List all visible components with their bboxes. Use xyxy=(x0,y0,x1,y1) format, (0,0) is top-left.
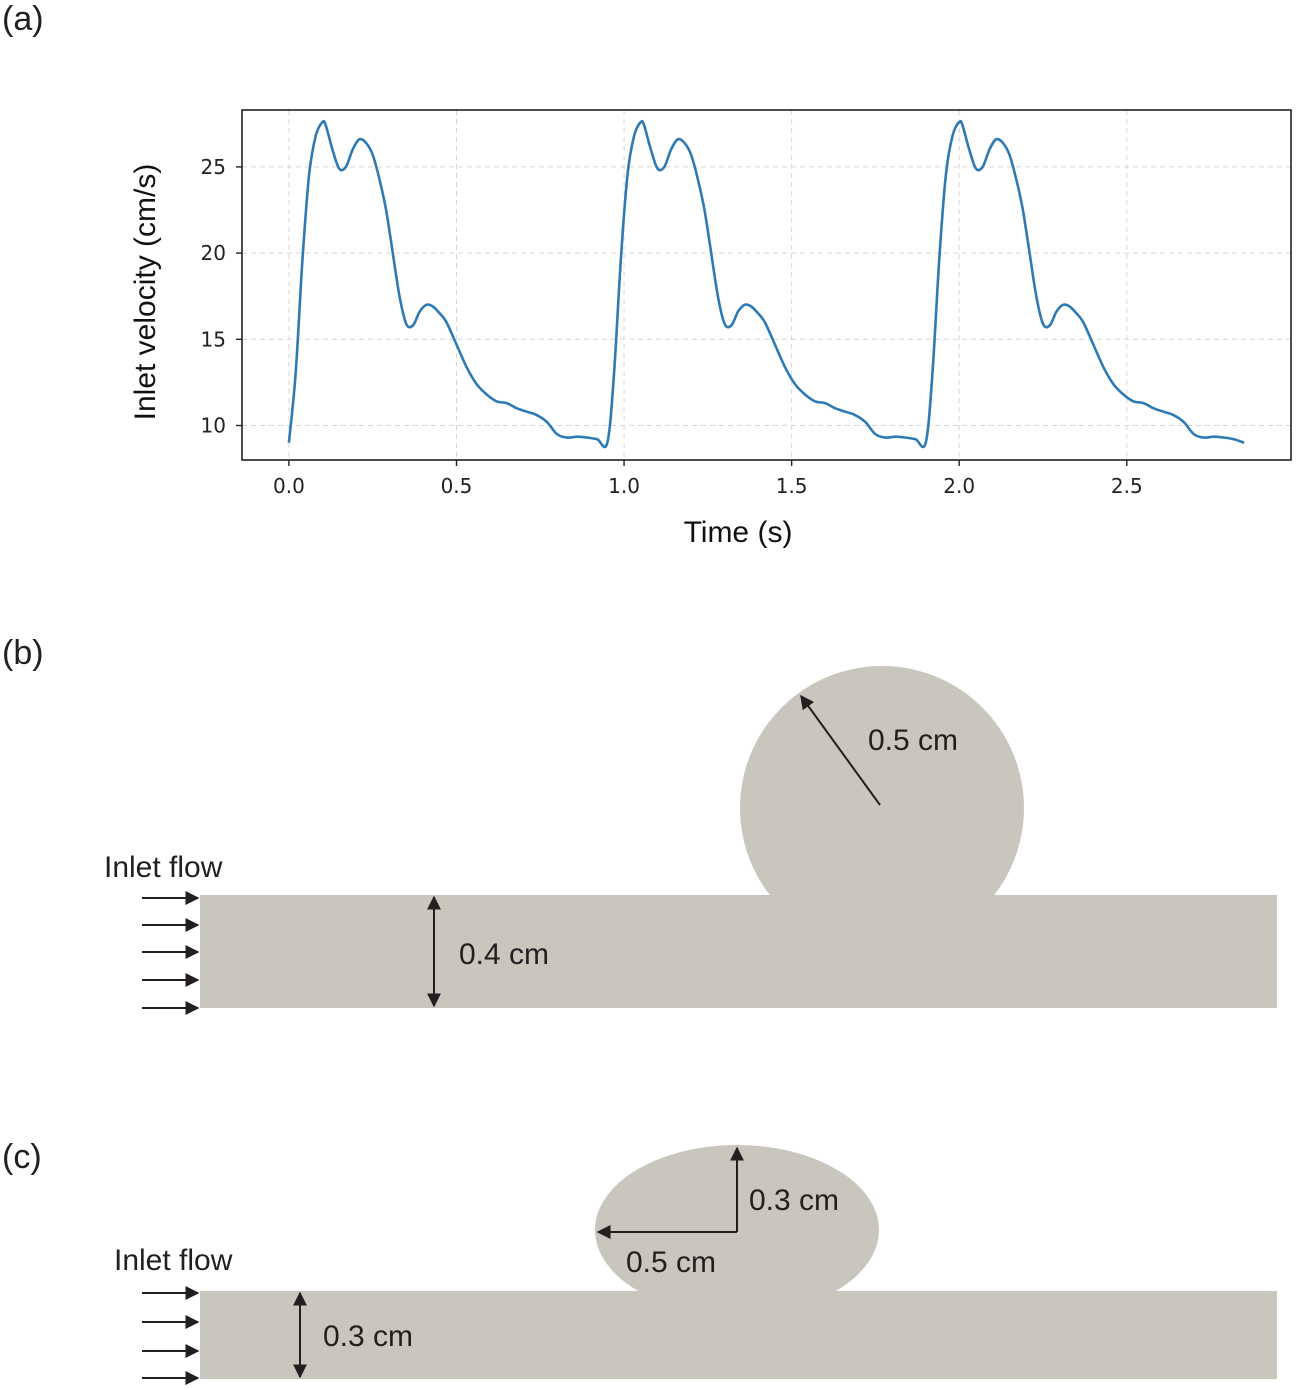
plot-frame xyxy=(241,109,1292,461)
inlet-velocity-chart: 0.0 0.5 1.0 1.5 2.0 2.5 10 15 20 25 Time (s) Inl… xyxy=(129,109,1292,549)
inlet-flow-label: Inlet flow xyxy=(104,851,223,884)
x-tick-label: 1.0 xyxy=(608,474,640,498)
inlet-flow-arrows xyxy=(142,1286,200,1385)
y-tick-label: 20 xyxy=(201,241,226,265)
x-axis-ticks: 0.0 0.5 1.0 1.5 2.0 2.5 xyxy=(273,460,1143,498)
parent-vessel-channel xyxy=(200,1291,1277,1379)
chart-grid xyxy=(242,110,1291,460)
y-tick-label: 15 xyxy=(201,327,226,351)
aneurysm-sac-circle xyxy=(740,666,1024,950)
x-tick-label: 0.0 xyxy=(273,474,305,498)
diagram-c: 0.3 cm 0.5 cm 0.3 cm Inlet flow xyxy=(114,1145,1277,1385)
x-axis-label: Time (s) xyxy=(684,516,793,549)
diagram-b: 0.5 cm 0.4 cm Inlet flow xyxy=(104,666,1277,1015)
y-tick-label: 25 xyxy=(201,155,226,179)
vertical-semi-axis-label: 0.3 cm xyxy=(749,1184,839,1217)
parent-vessel-channel xyxy=(200,895,1277,1008)
horizontal-semi-axis-label: 0.5 cm xyxy=(626,1246,716,1279)
radius-label: 0.5 cm xyxy=(868,724,958,757)
channel-height-label: 0.4 cm xyxy=(459,938,549,971)
velocity-series-line xyxy=(287,119,1245,449)
inlet-flow-label: Inlet flow xyxy=(114,1244,233,1277)
x-tick-label: 1.5 xyxy=(776,474,808,498)
x-tick-label: 2.0 xyxy=(943,474,975,498)
y-axis-label: Inlet velocity (cm/s) xyxy=(129,164,162,421)
channel-height-label: 0.3 cm xyxy=(323,1320,413,1353)
y-tick-label: 10 xyxy=(201,414,226,438)
radius-arrow xyxy=(800,694,881,806)
inlet-flow-arrows xyxy=(142,891,200,1015)
x-tick-label: 0.5 xyxy=(441,474,473,498)
x-tick-label: 2.5 xyxy=(1111,474,1143,498)
y-axis-ticks: 10 15 20 25 xyxy=(201,155,242,438)
panel-label-c: (c) xyxy=(2,1138,42,1176)
panel-label-b: (b) xyxy=(2,634,44,672)
panel-label-a: (a) xyxy=(2,0,44,38)
